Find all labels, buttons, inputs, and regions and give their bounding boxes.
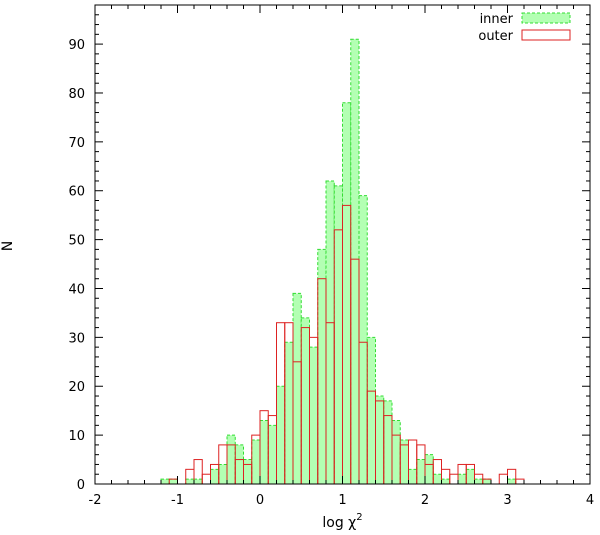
bar-inner [432, 473, 442, 485]
bar-inner [218, 463, 228, 485]
legend-swatch-outer [521, 29, 571, 41]
x-tick-label: 2 [421, 493, 429, 508]
y-tick-label: 10 [68, 429, 85, 444]
x-tick-label: -1 [171, 493, 184, 508]
bar-inner [267, 424, 277, 485]
bar-inner [185, 478, 195, 485]
y-tick-label: 50 [68, 234, 85, 249]
bar-inner [234, 444, 244, 485]
bar-inner [342, 102, 352, 485]
y-tick-label: 0 [77, 478, 85, 493]
bar-outer [449, 473, 459, 485]
bar-outer [515, 478, 525, 485]
y-tick-label: 90 [68, 38, 85, 53]
bar-inner [465, 468, 475, 485]
bar-inner [366, 336, 376, 485]
bar-inner [482, 478, 492, 485]
bars-layer [160, 38, 525, 485]
bar-inner [160, 478, 170, 485]
y-tick-label: 70 [68, 136, 85, 151]
bar-inner [333, 185, 343, 485]
bar-inner [399, 439, 409, 485]
bar-inner [284, 341, 294, 485]
x-tick-label: 0 [256, 493, 264, 508]
bar-inner [358, 195, 368, 485]
bar-inner [168, 478, 178, 485]
bar-inner [251, 439, 261, 485]
x-tick-label: 4 [586, 493, 594, 508]
bar-inner [210, 468, 220, 485]
bar-inner [457, 473, 467, 485]
bar-inner [383, 400, 393, 485]
bar-inner [441, 478, 451, 485]
bar-inner [416, 459, 426, 485]
x-tick-label: 3 [503, 493, 511, 508]
bar-outer [498, 473, 508, 485]
bar-inner [226, 434, 236, 485]
y-tick-label: 30 [68, 331, 85, 346]
bar-inner [300, 317, 310, 485]
bar-inner [375, 395, 385, 485]
bar-inner [408, 468, 418, 485]
bar-inner [325, 180, 335, 485]
legend-label-inner: inner [480, 12, 514, 27]
y-tick-label: 60 [68, 185, 85, 200]
bar-inner [474, 478, 484, 485]
x-axis-label: log χ2 [322, 512, 362, 531]
bar-inner [424, 454, 434, 485]
bar-outer [201, 473, 211, 485]
bar-inner [507, 478, 517, 485]
bar-inner [317, 248, 327, 485]
y-axis-label: N [0, 241, 16, 251]
bar-inner [391, 419, 401, 485]
axis-ticks [94, 4, 591, 485]
bar-inner [350, 38, 360, 485]
y-tick-label: 20 [68, 380, 85, 395]
bar-inner [276, 385, 286, 485]
legend-swatch-inner [521, 12, 571, 24]
x-axis-label-text: log χ [322, 515, 356, 531]
x-tick-label: 1 [338, 493, 346, 508]
x-tick-label: -2 [89, 493, 102, 508]
bar-inner [243, 459, 253, 485]
bar-inner [292, 292, 302, 485]
bar-inner [259, 419, 269, 485]
bar-inner [193, 478, 203, 485]
x-axis-label-superscript: 2 [356, 512, 362, 523]
legend-label-outer: outer [478, 29, 513, 44]
legend: inner outer [478, 12, 571, 44]
y-tick-label: 80 [68, 87, 85, 102]
bar-inner [309, 346, 319, 485]
y-tick-label: 40 [68, 282, 85, 297]
